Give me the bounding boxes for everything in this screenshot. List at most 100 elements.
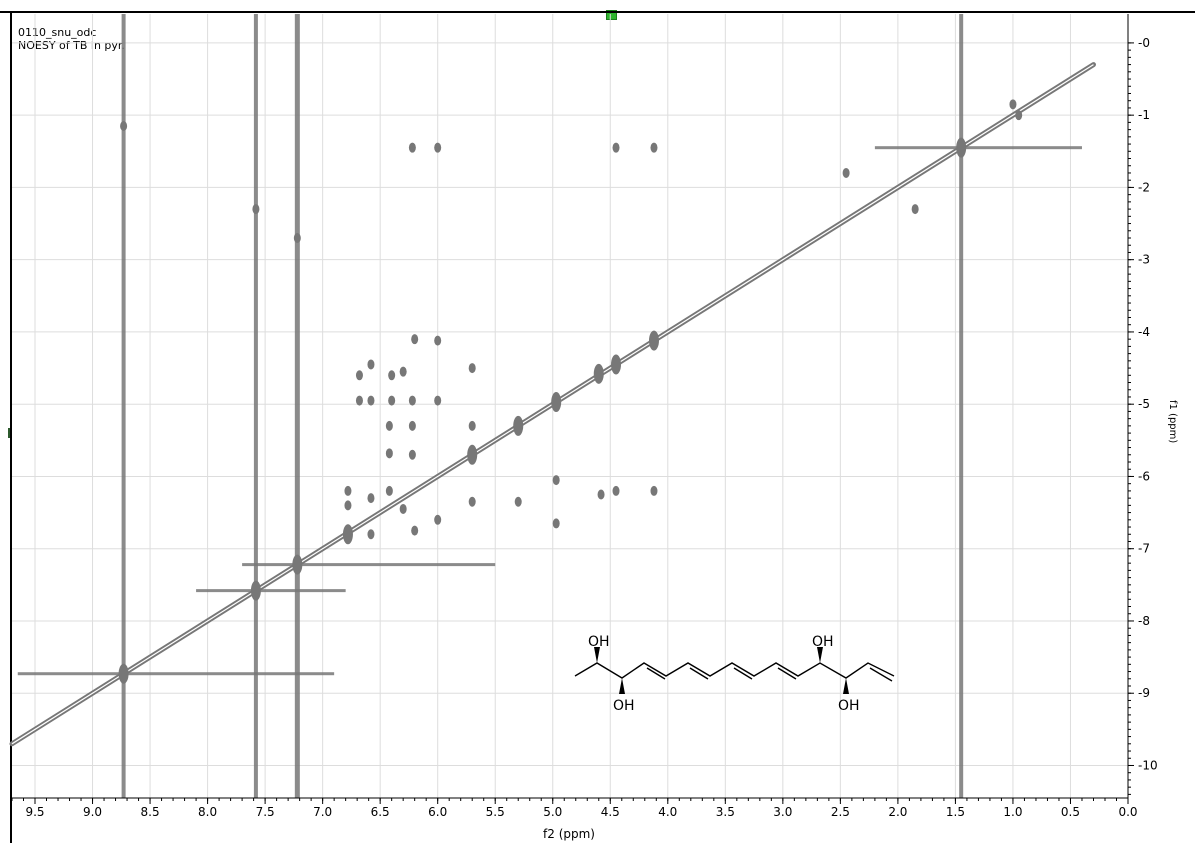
grid-lines xyxy=(12,14,1129,798)
x-tick-label: 9.5 xyxy=(25,805,44,819)
cross-peak xyxy=(597,489,605,500)
cross-peak xyxy=(250,580,261,601)
cross-peak xyxy=(1009,99,1017,110)
cross-peak xyxy=(411,525,419,536)
carbon-chain xyxy=(574,662,895,679)
y-tick-label: -7 xyxy=(1138,542,1150,556)
cross-peak xyxy=(611,354,622,375)
cross-peak xyxy=(292,554,303,575)
cross-peak xyxy=(911,204,919,215)
y-axis-label: f1 (ppm) xyxy=(1167,400,1178,444)
cross-peak xyxy=(434,335,442,346)
cross-peak xyxy=(385,420,393,431)
x-tick-label: 4.0 xyxy=(658,805,677,819)
molecule-structure xyxy=(574,647,895,694)
double-bond-5 xyxy=(869,667,893,682)
cross-peak xyxy=(344,485,352,496)
solvent-streak xyxy=(121,14,126,798)
cross-peak xyxy=(408,449,416,460)
y-tick-label: -4 xyxy=(1138,325,1150,339)
experiment-title: NOESY of TB in pyr. xyxy=(18,39,125,52)
cross-peak xyxy=(344,500,352,511)
cross-peak xyxy=(612,142,620,153)
cross-peak xyxy=(367,493,375,504)
cross-peak xyxy=(551,392,562,413)
y-tick-label: -1 xyxy=(1138,108,1150,122)
x-tick-label: 2.0 xyxy=(888,805,907,819)
cross-peak xyxy=(408,420,416,431)
x-tick-label: 5.0 xyxy=(543,805,562,819)
cross-peak xyxy=(468,496,476,507)
cross-peaks xyxy=(118,99,1023,684)
x-tick-label: 7.5 xyxy=(256,805,275,819)
cross-peak xyxy=(612,485,620,496)
window-resize-handle[interactable] xyxy=(606,10,617,20)
x-tick-label: 0.5 xyxy=(1061,805,1080,819)
cross-peak xyxy=(367,359,375,370)
y-tick-label: -9 xyxy=(1138,686,1150,700)
double-bond-3 xyxy=(733,667,753,680)
wedge-4 xyxy=(843,678,849,694)
cross-peak xyxy=(552,518,560,529)
x-axis-label: f2 (ppm) xyxy=(543,827,595,841)
x-tick-label: 1.0 xyxy=(1003,805,1022,819)
x-tick-label: 5.5 xyxy=(486,805,505,819)
cross-peak xyxy=(120,121,128,131)
cross-peak xyxy=(399,366,407,377)
cross-peak xyxy=(408,142,416,153)
cross-peak xyxy=(593,363,604,384)
horizontal-streak xyxy=(874,146,1082,150)
cross-peak xyxy=(388,395,396,406)
x-tick-label: 1.5 xyxy=(946,805,965,819)
x-tick-label: 8.0 xyxy=(198,805,217,819)
cross-peak xyxy=(513,415,524,436)
y-tick-label: -2 xyxy=(1138,180,1150,194)
cross-peak xyxy=(252,204,260,215)
solvent-streak xyxy=(959,14,964,798)
cross-peak xyxy=(118,663,129,684)
cross-peak xyxy=(388,370,396,381)
oh-label-3: OH xyxy=(812,634,834,650)
cross-peak xyxy=(355,395,363,406)
y-tick-label: -8 xyxy=(1138,614,1150,628)
x-tick-label: 4.5 xyxy=(601,805,620,819)
cross-peak xyxy=(411,334,419,345)
cross-peak xyxy=(650,485,658,496)
y-tick-label: -0 xyxy=(1138,36,1150,50)
horizontal-streak xyxy=(196,589,346,593)
horizontal-streak xyxy=(17,672,335,676)
y-tick-label: -6 xyxy=(1138,469,1150,483)
cross-peak xyxy=(956,137,967,158)
wedge-3 xyxy=(817,647,823,663)
cross-peak xyxy=(842,167,850,178)
cross-peak xyxy=(1015,110,1023,121)
double-bond-4 xyxy=(777,667,797,680)
solvent-streak xyxy=(253,14,258,798)
y-tick-label: -3 xyxy=(1138,253,1150,267)
x-tick-label: 3.5 xyxy=(716,805,735,819)
cross-peak xyxy=(385,485,393,496)
cross-peak xyxy=(342,524,353,545)
cross-peak xyxy=(434,514,442,525)
oh-label-4: OH xyxy=(838,698,860,714)
cross-peak xyxy=(434,395,442,406)
x-tick-label: 8.5 xyxy=(141,805,160,819)
cross-peak xyxy=(468,420,476,431)
cross-peak xyxy=(367,395,375,406)
cross-peak xyxy=(468,363,476,374)
y-tick-label: -10 xyxy=(1138,758,1158,772)
cross-peak xyxy=(552,475,560,486)
experiment-id: 0110_snu_odc xyxy=(18,26,97,39)
wedge-1 xyxy=(594,647,600,663)
cross-peak xyxy=(434,142,442,153)
horizontal-streak xyxy=(242,563,496,567)
x-tick-label: 3.0 xyxy=(773,805,792,819)
cross-peak xyxy=(293,233,301,243)
cross-peak xyxy=(355,370,363,381)
x-tick-label: 6.0 xyxy=(428,805,447,819)
wedge-2 xyxy=(619,678,625,694)
oh-label-2: OH xyxy=(613,698,635,714)
cross-peak xyxy=(408,395,416,406)
